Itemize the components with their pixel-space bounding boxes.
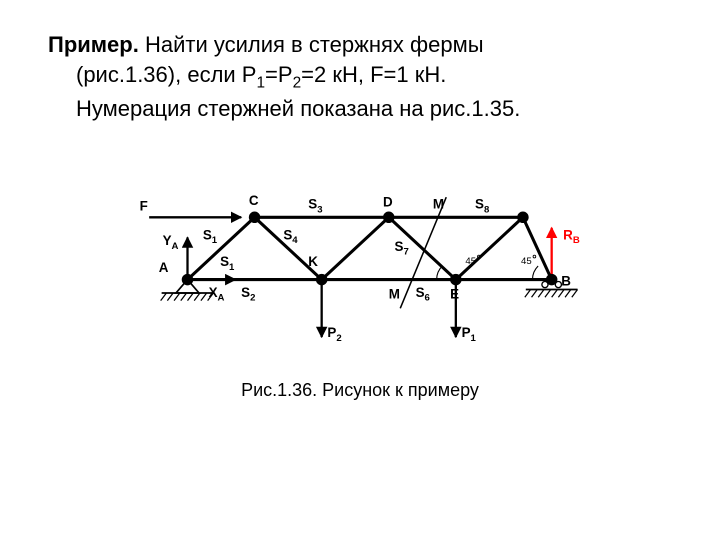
svg-text:RB: RB: [563, 227, 580, 246]
truss-svg: 45 45 F XA YA P2 P1 RB S1S1 S2 S3 S4 S6 S7 S8 A C K D E B M M: [130, 155, 590, 385]
svg-text:S2: S2: [241, 285, 255, 304]
problem-statement: Пример. Найти усилия в стержнях фермы (р…: [48, 30, 668, 124]
line2b: =P: [265, 62, 293, 87]
svg-text:K: K: [308, 254, 318, 269]
svg-text:45: 45: [521, 256, 532, 267]
svg-text:F: F: [140, 199, 148, 214]
svg-text:S3: S3: [308, 197, 322, 216]
svg-text:S1: S1: [203, 227, 218, 246]
svg-text:S6: S6: [416, 285, 430, 304]
line2c: =2 кН, F=1 кН.: [301, 62, 446, 87]
sub1: 1: [256, 74, 265, 91]
svg-text:P2: P2: [327, 325, 341, 344]
svg-text:A: A: [159, 260, 169, 275]
svg-text:YA: YA: [163, 233, 179, 252]
svg-text:B: B: [561, 273, 571, 288]
svg-text:M: M: [433, 197, 444, 212]
svg-text:S1: S1: [220, 254, 235, 273]
svg-text:S7: S7: [395, 239, 409, 258]
line1: Найти усилия в стержнях фермы: [139, 32, 484, 57]
svg-text:45: 45: [465, 256, 476, 267]
truss-figure: 45 45 F XA YA P2 P1 RB S1S1 S2 S3 S4 S6 S7 S8 A C K D E B M M: [130, 155, 590, 385]
svg-text:XA: XA: [209, 285, 225, 304]
svg-text:S8: S8: [475, 197, 490, 216]
sub2: 2: [293, 74, 302, 91]
svg-text:S4: S4: [283, 227, 298, 246]
svg-text:C: C: [249, 193, 259, 208]
lead-word: Пример.: [48, 32, 139, 57]
svg-text:D: D: [383, 195, 393, 210]
svg-text:M: M: [389, 287, 400, 302]
line3: Нумерация стержней показана на рис.1.35.: [76, 96, 520, 121]
figure-caption: Рис.1.36. Рисунок к примеру: [0, 380, 720, 401]
line2-wrap: (рис.1.36), если P1=P2=2 кН, F=1 кН. Нум…: [48, 60, 668, 124]
line2a: (рис.1.36), если P: [76, 62, 256, 87]
svg-text:E: E: [450, 287, 459, 302]
svg-text:P1: P1: [462, 325, 477, 344]
